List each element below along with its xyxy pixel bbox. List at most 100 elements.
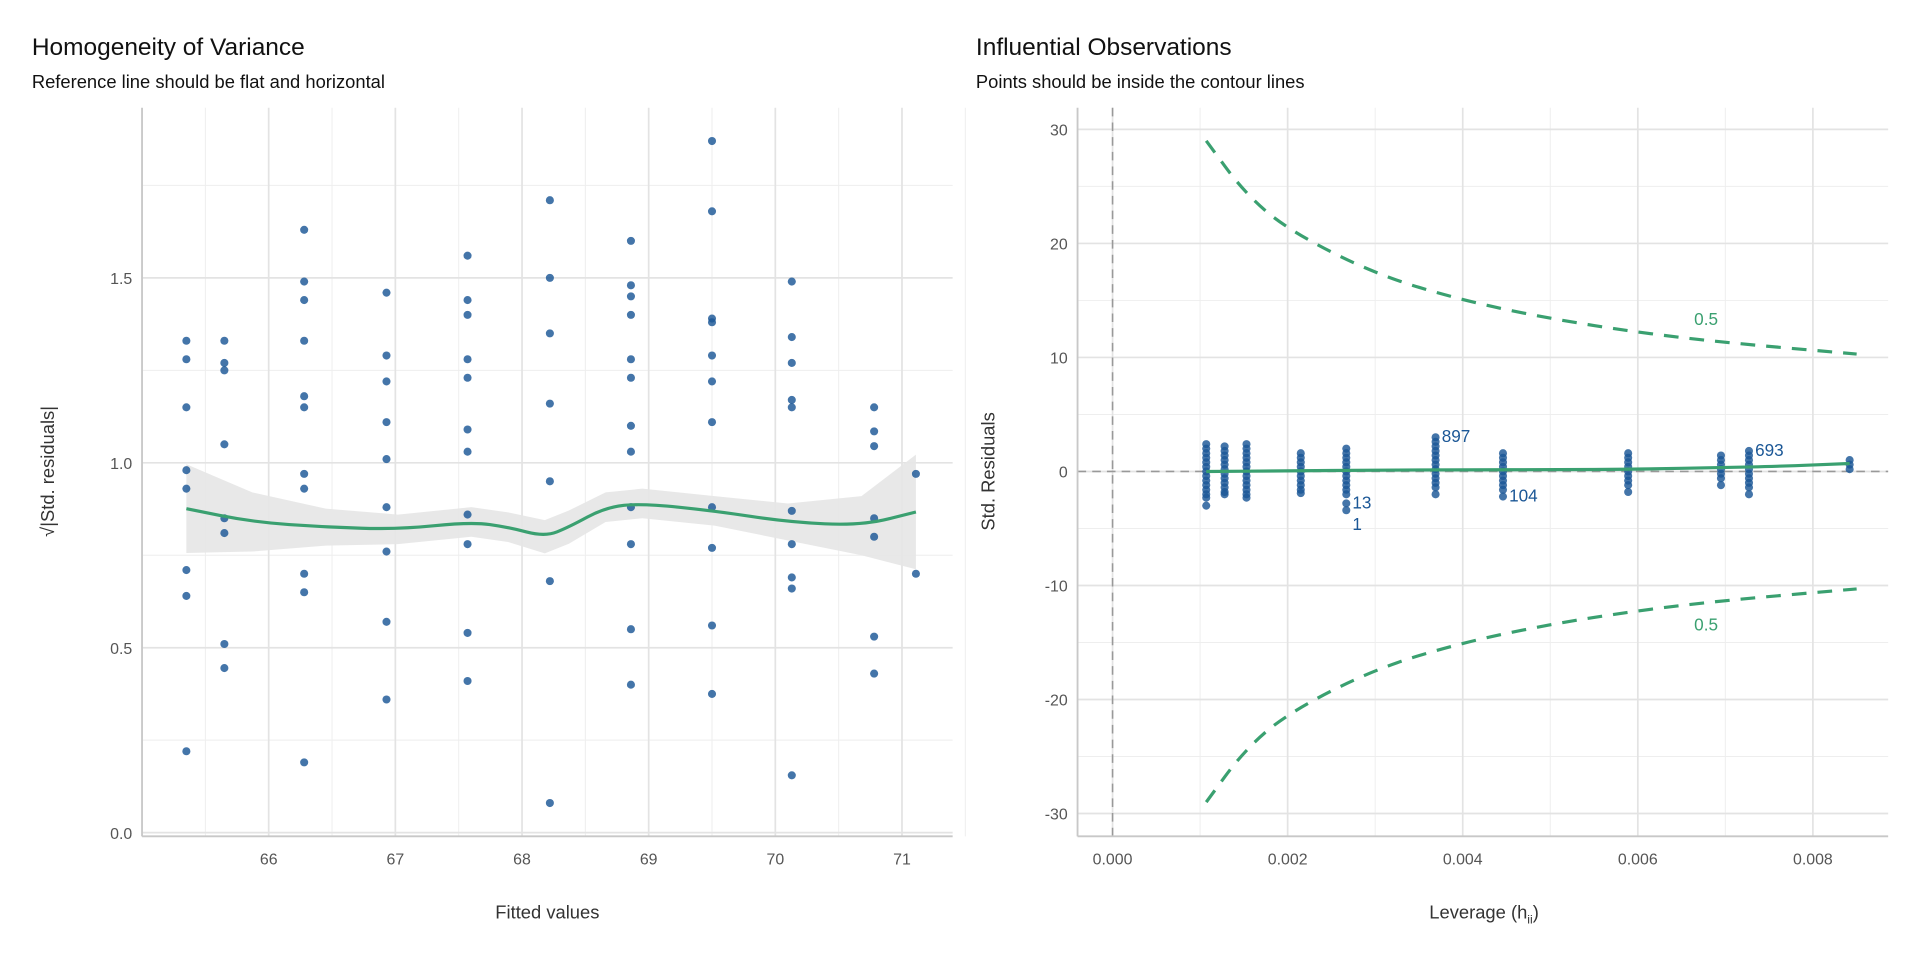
data-point [787, 403, 796, 412]
data-point [300, 569, 309, 578]
data-point [626, 447, 635, 456]
data-point [707, 377, 717, 386]
data-point [545, 799, 554, 808]
data-point [220, 639, 229, 649]
x-tick-label: 66 [260, 851, 278, 868]
data-point [1498, 485, 1508, 494]
data-point [1342, 490, 1351, 499]
data-point [626, 236, 635, 245]
data-point [787, 333, 796, 342]
data-point [870, 632, 879, 641]
data-point [870, 427, 879, 436]
data-point [463, 447, 472, 456]
data-point [463, 310, 472, 319]
data-point [182, 591, 191, 600]
data-point [463, 510, 472, 519]
data-point [382, 547, 391, 556]
data-point [545, 477, 554, 486]
y-tick-label: -10 [1045, 579, 1068, 596]
panel-subtitle: Points should be inside the contour line… [976, 71, 1305, 92]
data-point [1202, 501, 1211, 510]
data-point [545, 399, 554, 408]
data-point [382, 455, 391, 464]
data-point [382, 695, 391, 704]
x-axis-title: Leverage (hii) [1429, 901, 1539, 926]
panel-homogeneity: Homogeneity of Variance Reference line s… [32, 34, 966, 922]
data-point [1744, 483, 1754, 492]
smooth-line [1206, 461, 1850, 474]
data-point [300, 758, 309, 767]
data-point [1220, 490, 1229, 499]
data-point [182, 566, 191, 575]
data-point [1296, 489, 1305, 498]
data-point [626, 421, 635, 430]
data-point [300, 588, 309, 597]
data-point [300, 277, 309, 286]
point-label: 693 [1755, 440, 1784, 460]
panel-title: Influential Observations [976, 34, 1232, 61]
data-point [626, 281, 635, 290]
x-tick-label: 0.004 [1443, 851, 1483, 868]
data-point [707, 351, 717, 360]
data-point [300, 296, 309, 305]
data-point [463, 425, 472, 434]
data-point [626, 540, 635, 549]
data-point [220, 440, 229, 449]
y-tick-label: -30 [1045, 807, 1068, 824]
data-point [787, 395, 796, 404]
data-point [300, 225, 309, 234]
data-point [1498, 492, 1508, 501]
data-point [463, 628, 472, 637]
smooth-line [186, 503, 917, 536]
data-point [220, 664, 229, 673]
data-point [626, 373, 635, 382]
x-axis-title-end: ) [1533, 901, 1539, 922]
data-point [382, 617, 391, 626]
data-point [382, 503, 391, 512]
data-point [382, 377, 391, 386]
data-point [1624, 487, 1633, 497]
data-point [707, 689, 717, 698]
data-point [787, 540, 796, 549]
data-point [220, 336, 229, 345]
data-point [545, 329, 554, 338]
data-point [182, 403, 191, 412]
confidence-band [186, 454, 916, 570]
data-point [1845, 465, 1854, 474]
x-tick-label: 67 [387, 851, 405, 868]
data-point [182, 336, 191, 345]
data-point [1744, 490, 1754, 499]
data-point [911, 469, 920, 478]
data-point [220, 529, 229, 538]
panel-title: Homogeneity of Variance [32, 34, 305, 61]
panel-influential: Influential Observations Points should b… [976, 34, 1889, 926]
y-tick-label: 0.0 [110, 826, 132, 843]
data-point [220, 358, 229, 367]
data-point [787, 573, 796, 582]
contour-label: 0.5 [1694, 614, 1718, 634]
data-point [870, 532, 879, 541]
y-tick-label: 0.5 [110, 641, 132, 658]
x-axis-title: Fitted values [495, 901, 599, 922]
panel-subtitle: Reference line should be flat and horizo… [32, 71, 385, 92]
data-point [626, 680, 635, 689]
y-tick-label: 0 [1059, 465, 1068, 482]
data-point [382, 418, 391, 427]
x-tick-label: 0.008 [1793, 851, 1833, 868]
data-point [1431, 483, 1440, 492]
x-axis-title-main: Leverage (h [1429, 901, 1527, 922]
data-point [626, 625, 635, 634]
data-point [911, 569, 920, 578]
data-point [463, 296, 472, 305]
x-tick-label: 0.006 [1618, 851, 1658, 868]
data-point [1342, 506, 1351, 515]
data-point [545, 273, 554, 282]
y-axis-title: Std. Residuals [977, 412, 998, 530]
data-point [787, 584, 796, 593]
contour-line-upper [1204, 139, 1857, 356]
y-tick-label: 10 [1050, 351, 1068, 368]
data-point [300, 336, 309, 345]
y-tick-label: 30 [1050, 123, 1068, 140]
data-point [870, 669, 879, 678]
